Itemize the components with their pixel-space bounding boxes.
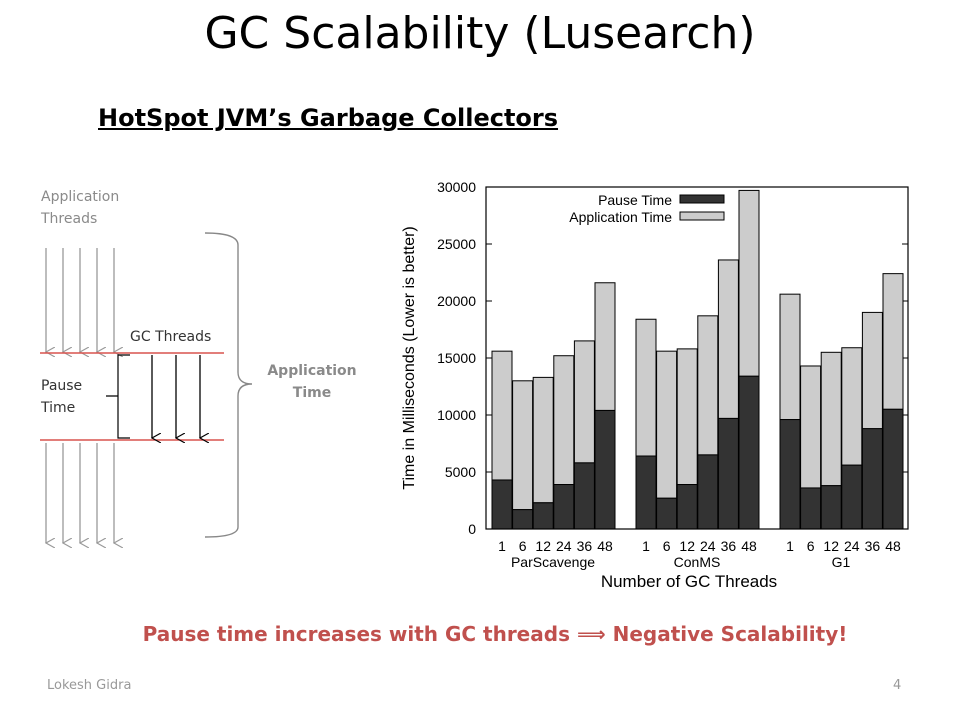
x-tick-label: 24 <box>844 538 860 554</box>
legend-label-application: Application Time <box>569 209 672 225</box>
x-tick-label: 6 <box>519 538 527 554</box>
application-thread-arrows-top <box>46 248 114 352</box>
application-thread-arrows-bottom <box>46 443 114 543</box>
x-tick-label: 12 <box>535 538 551 554</box>
bar-application-time <box>738 189 760 377</box>
legend-label-pause: Pause Time <box>598 192 672 208</box>
bar-pause-time <box>779 419 801 530</box>
x-tick-label: 1 <box>642 538 650 554</box>
application-time-label-line1: Application <box>267 363 357 379</box>
x-tick-label: 24 <box>556 538 572 554</box>
bar-pause-time <box>820 485 842 530</box>
application-threads-label: Application Threads <box>41 186 119 230</box>
gc-thread-arrows <box>152 355 200 438</box>
application-time-label: Application Time <box>262 360 362 404</box>
bar-application-time <box>656 350 678 499</box>
bar-application-time <box>697 315 719 456</box>
bar-application-time <box>491 350 513 481</box>
application-time-label-line2: Time <box>292 385 332 401</box>
x-tick-label: 48 <box>597 538 613 554</box>
bar-pause-time <box>656 497 678 530</box>
y-tick-label: 25000 <box>437 236 476 252</box>
conclusion-text: Pause time increases with GC threads ⟹ N… <box>0 622 960 646</box>
y-tick-label: 5000 <box>445 464 476 480</box>
pause-time-label: Pause Time <box>41 375 82 419</box>
bar-application-time <box>512 380 534 511</box>
implies-arrow-icon: ⟹ <box>576 622 606 646</box>
y-tick-label: 15000 <box>437 350 476 366</box>
pause-bracket <box>106 354 130 439</box>
bar-application-time <box>594 282 616 411</box>
x-tick-label: 12 <box>823 538 839 554</box>
bar-application-time <box>861 311 883 430</box>
y-tick-label: 0 <box>468 521 476 537</box>
bar-application-time <box>820 351 842 487</box>
x-tick-label: 48 <box>741 538 757 554</box>
y-tick-label: 10000 <box>437 407 476 423</box>
bar-application-time <box>841 347 863 466</box>
application-threads-label-line2: Threads <box>41 211 98 227</box>
group-label: G1 <box>832 554 851 570</box>
bar-application-time <box>800 365 822 489</box>
legend-swatch-pause <box>679 194 725 204</box>
footer-author: Lokesh Gidra <box>47 678 132 693</box>
x-tick-label: 36 <box>865 538 881 554</box>
bar-pause-time <box>882 408 904 530</box>
y-tick-label: 20000 <box>437 293 476 309</box>
y-axis-title: Time in Milliseconds (Lower is better) <box>401 226 418 489</box>
conclusion-text-start: Pause time increases with GC threads <box>142 622 570 646</box>
x-tick-label: 12 <box>679 538 695 554</box>
bar-pause-time <box>512 509 534 530</box>
bar-pause-time <box>635 455 657 530</box>
conclusion-text-end: Negative Scalability! <box>612 622 848 646</box>
bar-pause-time <box>553 484 575 530</box>
y-tick-label: 30000 <box>437 179 476 195</box>
bar-application-time <box>717 259 739 419</box>
x-tick-label: 48 <box>885 538 901 554</box>
legend-swatch-application <box>679 211 725 221</box>
slide-subtitle: HotSpot JVM’s Garbage Collectors <box>98 104 559 132</box>
bar-application-time <box>532 376 554 504</box>
slide-title: GC Scalability (Lusearch) <box>204 8 756 59</box>
plot-frame <box>485 186 909 530</box>
bar-pause-time <box>717 417 739 530</box>
bar-application-time <box>676 348 698 486</box>
application-time-brace <box>204 232 253 538</box>
bar-application-time <box>635 318 657 457</box>
x-tick-label: 36 <box>577 538 593 554</box>
bar-pause-time <box>861 428 883 530</box>
bar-application-time <box>573 340 595 464</box>
bar-application-time <box>882 273 904 410</box>
footer-page-number: 4 <box>893 678 902 693</box>
gc-threads-label: GC Threads <box>130 329 212 345</box>
bar-pause-time <box>841 464 863 530</box>
pause-time-label-line1: Pause <box>41 378 83 394</box>
bar-application-time <box>779 293 801 421</box>
bar-pause-time <box>697 454 719 530</box>
application-threads-label-line1: Application <box>41 189 120 205</box>
bar-pause-time <box>573 462 595 530</box>
pause-time-label-line2: Time <box>41 400 76 416</box>
x-tick-label: 1 <box>498 538 506 554</box>
x-axis-title: Number of GC Threads <box>601 572 777 591</box>
x-tick-label: 36 <box>721 538 737 554</box>
group-label: ParScavenge <box>511 554 595 570</box>
bar-pause-time <box>532 502 554 530</box>
bar-pause-time <box>738 375 760 530</box>
x-tick-label: 1 <box>786 538 794 554</box>
gc-threads-diagram <box>40 232 253 600</box>
bar-application-time <box>553 355 575 486</box>
bar-pause-time <box>676 484 698 530</box>
bar-pause-time <box>800 487 822 530</box>
bar-pause-time <box>594 409 616 530</box>
x-tick-label: 6 <box>807 538 815 554</box>
bar-pause-time <box>491 479 513 530</box>
x-tick-label: 6 <box>663 538 671 554</box>
x-tick-label: 24 <box>700 538 716 554</box>
group-label: ConMS <box>674 554 721 570</box>
